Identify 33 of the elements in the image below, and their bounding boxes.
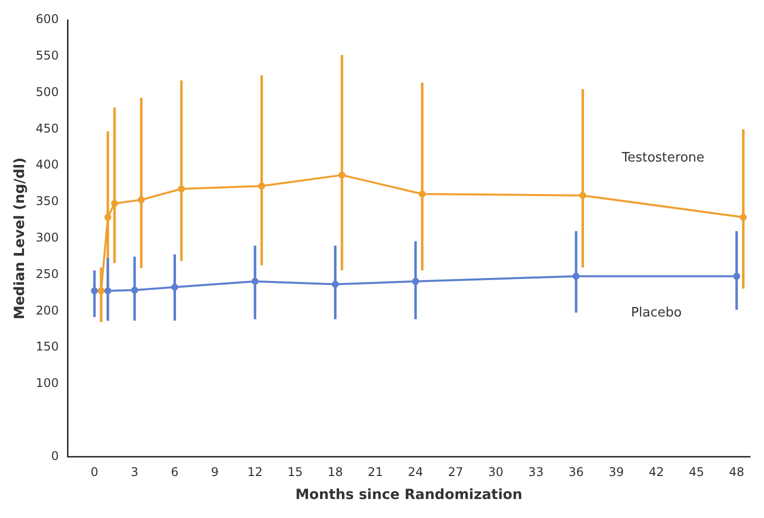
y-tick-label: 350 [36, 194, 59, 208]
y-tick-label: 500 [36, 84, 59, 99]
x-tick-label: 6 [170, 465, 179, 480]
y-tick-label: 450 [36, 121, 59, 136]
x-tick-label: 18 [328, 465, 343, 480]
x-tick-label: 9 [211, 465, 219, 480]
x-tick-label: 27 [448, 465, 464, 480]
y-tick-label: 550 [36, 48, 59, 63]
x-tick-label: 0 [90, 465, 98, 480]
y-tick-label: 200 [36, 303, 59, 318]
text: Placebo [630, 305, 682, 320]
x-tick-label: 45 [688, 465, 704, 480]
y-tick-label: 0 [51, 448, 59, 463]
x-tick-label: 21 [368, 465, 384, 480]
x-tick-label: 36 [568, 465, 584, 480]
x-tick-label: 3 [130, 465, 138, 480]
x-tick-label: 30 [488, 465, 504, 480]
text: Testosterone [620, 150, 704, 166]
x-axis-title: Months since Randomization [295, 487, 522, 504]
x-tick-label: 48 [728, 465, 744, 480]
y-tick-label: 100 [36, 376, 59, 390]
x-tick-label: 24 [408, 465, 424, 480]
x-tick-label: 33 [528, 465, 544, 480]
x-tick-label: 15 [287, 465, 303, 480]
x-tick-label: 42 [648, 465, 664, 480]
y-axis-title: Median Level (ng/dl) [12, 157, 28, 320]
x-tick-label: 12 [247, 465, 263, 480]
y-tick-label: 400 [36, 158, 59, 172]
y-tick-label: 600 [36, 12, 59, 26]
y-tick-label: 250 [36, 266, 59, 281]
x-tick-label: 39 [608, 465, 624, 480]
y-tick-label: 300 [36, 230, 59, 245]
y-tick-label: 150 [36, 340, 59, 354]
